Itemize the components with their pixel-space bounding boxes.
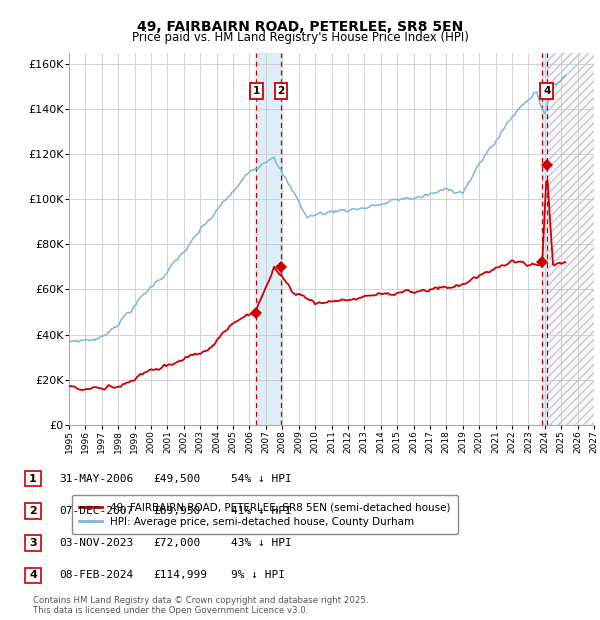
Text: Price paid vs. HM Land Registry's House Price Index (HPI): Price paid vs. HM Land Registry's House …	[131, 31, 469, 44]
Text: £49,500: £49,500	[153, 474, 200, 484]
Text: 3: 3	[29, 538, 37, 548]
Legend: 49, FAIRBAIRN ROAD, PETERLEE, SR8 5EN (semi-detached house), HPI: Average price,: 49, FAIRBAIRN ROAD, PETERLEE, SR8 5EN (s…	[71, 495, 458, 534]
Text: £72,000: £72,000	[153, 538, 200, 548]
Text: 4: 4	[543, 86, 550, 96]
Bar	[256, 53, 281, 425]
Text: 2: 2	[277, 86, 284, 96]
Text: 43% ↓ HPI: 43% ↓ HPI	[231, 538, 292, 548]
Text: 9% ↓ HPI: 9% ↓ HPI	[231, 570, 285, 580]
Text: 41% ↓ HPI: 41% ↓ HPI	[231, 506, 292, 516]
Text: £114,999: £114,999	[153, 570, 207, 580]
Text: 1: 1	[253, 86, 260, 96]
Text: 07-DEC-2007: 07-DEC-2007	[59, 506, 133, 516]
Text: 1: 1	[29, 474, 37, 484]
Text: £69,950: £69,950	[153, 506, 200, 516]
Bar	[547, 53, 594, 425]
Text: Contains HM Land Registry data © Crown copyright and database right 2025.
This d: Contains HM Land Registry data © Crown c…	[33, 596, 368, 615]
Text: 54% ↓ HPI: 54% ↓ HPI	[231, 474, 292, 484]
Bar	[547, 53, 594, 425]
Bar	[542, 53, 547, 425]
Text: 49, FAIRBAIRN ROAD, PETERLEE, SR8 5EN: 49, FAIRBAIRN ROAD, PETERLEE, SR8 5EN	[137, 20, 463, 34]
Text: 2: 2	[29, 506, 37, 516]
Text: 4: 4	[29, 570, 37, 580]
Text: 03-NOV-2023: 03-NOV-2023	[59, 538, 133, 548]
Text: 08-FEB-2024: 08-FEB-2024	[59, 570, 133, 580]
Text: 31-MAY-2006: 31-MAY-2006	[59, 474, 133, 484]
